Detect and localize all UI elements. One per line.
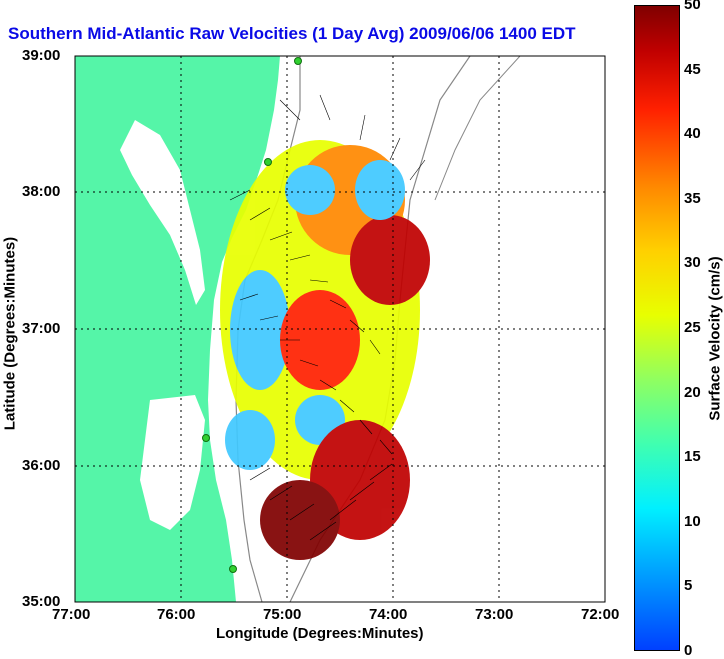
y-tick-label: 36:00 <box>22 457 61 474</box>
map-title: Southern Mid-Atlantic Raw Velocities (1 … <box>8 24 576 43</box>
radar-site-marker <box>229 565 237 573</box>
radar-site-marker <box>294 57 302 65</box>
colorbar-tick: 20 <box>684 384 701 401</box>
bay-water <box>120 120 205 305</box>
colorbar <box>634 5 680 651</box>
colorbar-tick: 50 <box>684 0 701 13</box>
colorbar-tick: 0 <box>684 642 693 659</box>
colorbar-tick: 30 <box>684 254 701 271</box>
x-tick-label: 72:00 <box>581 606 620 623</box>
colorbar-tick: 5 <box>684 577 693 594</box>
x-tick-label: 76:00 <box>157 606 196 623</box>
velocity-arrows <box>229 94 426 541</box>
colorbar-tick: 35 <box>684 190 701 207</box>
x-tick-label: 75:00 <box>263 606 302 623</box>
radar-site-marker <box>264 158 272 166</box>
y-tick-label: 35:00 <box>22 593 61 610</box>
radar-site-marker <box>202 434 210 442</box>
velocity-field <box>220 140 430 560</box>
x-tick-label: 77:00 <box>52 606 91 623</box>
y-tick-label: 38:00 <box>22 183 61 200</box>
colorbar-tick: 15 <box>684 448 701 465</box>
y-axis-label: Latitude (Degrees:Minutes) <box>1 236 19 431</box>
colorbar-tick: 40 <box>684 125 701 142</box>
y-tick-label: 39:00 <box>22 47 61 64</box>
sound-water <box>140 395 205 530</box>
colorbar-label: Surface Velocity (cm/s) <box>706 256 724 421</box>
y-tick-label: 37:00 <box>22 320 61 337</box>
x-tick-label: 73:00 <box>475 606 514 623</box>
x-tick-label: 74:00 <box>369 606 408 623</box>
x-axis-label: Longitude (Degrees:Minutes) <box>216 625 424 642</box>
colorbar-tick: 45 <box>684 61 701 78</box>
colorbar-tick: 10 <box>684 513 701 530</box>
colorbar-tick: 25 <box>684 319 701 336</box>
